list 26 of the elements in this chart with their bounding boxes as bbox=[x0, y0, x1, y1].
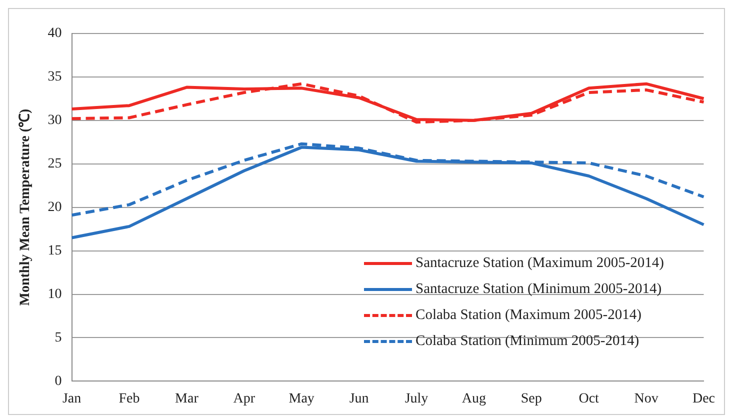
y-axis-title: Monthly Mean Temperature (℃) bbox=[18, 108, 34, 306]
x-tick-label: Oct bbox=[578, 391, 600, 406]
legend-label: Colaba Station (Minimum 2005-2014) bbox=[416, 332, 640, 350]
y-tick-label: 25 bbox=[48, 156, 62, 172]
x-tick-label: Apr bbox=[233, 391, 256, 406]
x-tick-label: Jun bbox=[349, 391, 369, 406]
y-tick-label: 35 bbox=[48, 70, 62, 85]
x-tick-label: July bbox=[404, 391, 428, 406]
y-tick-label: 20 bbox=[48, 200, 62, 215]
y-tick-label: 10 bbox=[48, 286, 62, 302]
legend-label: Colaba Station (Maximum 2005-2014) bbox=[416, 306, 642, 324]
x-tick-label: Jan bbox=[62, 391, 82, 406]
x-tick-label: Mar bbox=[175, 391, 199, 406]
x-tick-label: Feb bbox=[118, 391, 140, 406]
y-tick-label: 0 bbox=[54, 374, 62, 389]
legend-label: Santacruze Station (Minimum 2005-2014) bbox=[416, 280, 662, 298]
x-tick-label: Nov bbox=[634, 391, 658, 406]
x-tick-label: Aug bbox=[462, 391, 486, 406]
y-tick-label: 40 bbox=[48, 26, 62, 42]
y-tick-label: 15 bbox=[48, 243, 62, 258]
y-tick-label: 5 bbox=[54, 330, 62, 346]
x-tick-label: Sep bbox=[520, 391, 542, 406]
y-tick-label: 30 bbox=[48, 113, 62, 128]
legend-label: Santacruze Station (Maximum 2005-2014) bbox=[416, 254, 664, 272]
x-tick-label: Dec bbox=[692, 391, 716, 406]
x-tick-label: May bbox=[288, 391, 314, 406]
